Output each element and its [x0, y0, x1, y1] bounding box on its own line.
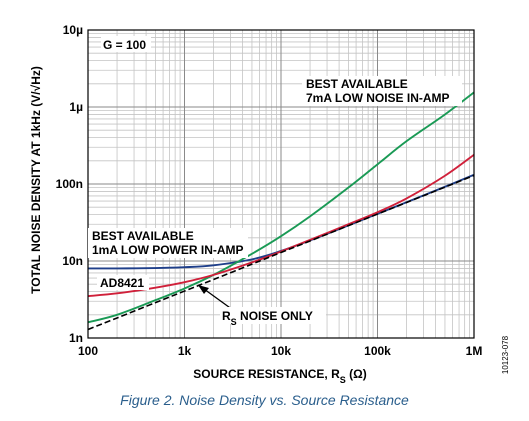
- best1-label-line2: 1mA LOW POWER IN-AMP: [92, 243, 244, 257]
- rs-noise-arrow-head: [198, 285, 209, 294]
- tick-labels: 100 1k 10k 100k 1M 1n 10n 100n 1µ 10µ: [56, 23, 483, 358]
- y-tick-label: 10n: [62, 254, 83, 268]
- best7-label-bg: [302, 76, 462, 106]
- x-tick-label: 100k: [364, 344, 391, 358]
- x-tick-label: 1k: [178, 344, 192, 358]
- rs-noise-label-bg: [220, 307, 326, 324]
- best1-label-bg: [88, 228, 248, 258]
- best7-label-line1: BEST AVAILABLE: [306, 77, 408, 91]
- series-line-ad8421: [87, 153, 475, 298]
- plot-frame: [87, 29, 475, 339]
- y-tick-label: 1µ: [69, 100, 83, 114]
- x-tick-label: 1M: [466, 344, 483, 358]
- figure-caption: Figure 2. Noise Density vs. Source Resis…: [120, 392, 409, 408]
- x-tick-label: 10k: [271, 344, 291, 358]
- y-tick-label: 100n: [56, 177, 83, 191]
- y-tick-label: 1n: [69, 331, 83, 345]
- y-tick-label: 10µ: [63, 23, 83, 37]
- rs-noise-arrow-line: [203, 288, 234, 311]
- figure-side-id: 10123-078: [501, 335, 510, 374]
- series-line-best-7ma: [87, 91, 475, 324]
- series-layer: [87, 91, 475, 331]
- x-tick-label: 100: [78, 344, 98, 358]
- x-axis-label: SOURCE RESISTANCE, RS (Ω): [193, 367, 366, 385]
- best1-label-line1: BEST AVAILABLE: [92, 229, 194, 243]
- best7-label-line2: 7mA LOW NOISE IN-AMP: [306, 91, 450, 105]
- gain-label-bg: [101, 36, 151, 52]
- ad8421-label-bg: [97, 275, 149, 290]
- gain-label: G = 100: [103, 38, 146, 52]
- ad8421-label: AD8421: [100, 276, 144, 290]
- rs-noise-label: RS NOISE ONLY: [222, 309, 313, 327]
- y-axis-label: TOTAL NOISE DENSITY AT 1kHz (V/√Hz): [29, 66, 43, 294]
- series-line-rs-only: [87, 174, 475, 331]
